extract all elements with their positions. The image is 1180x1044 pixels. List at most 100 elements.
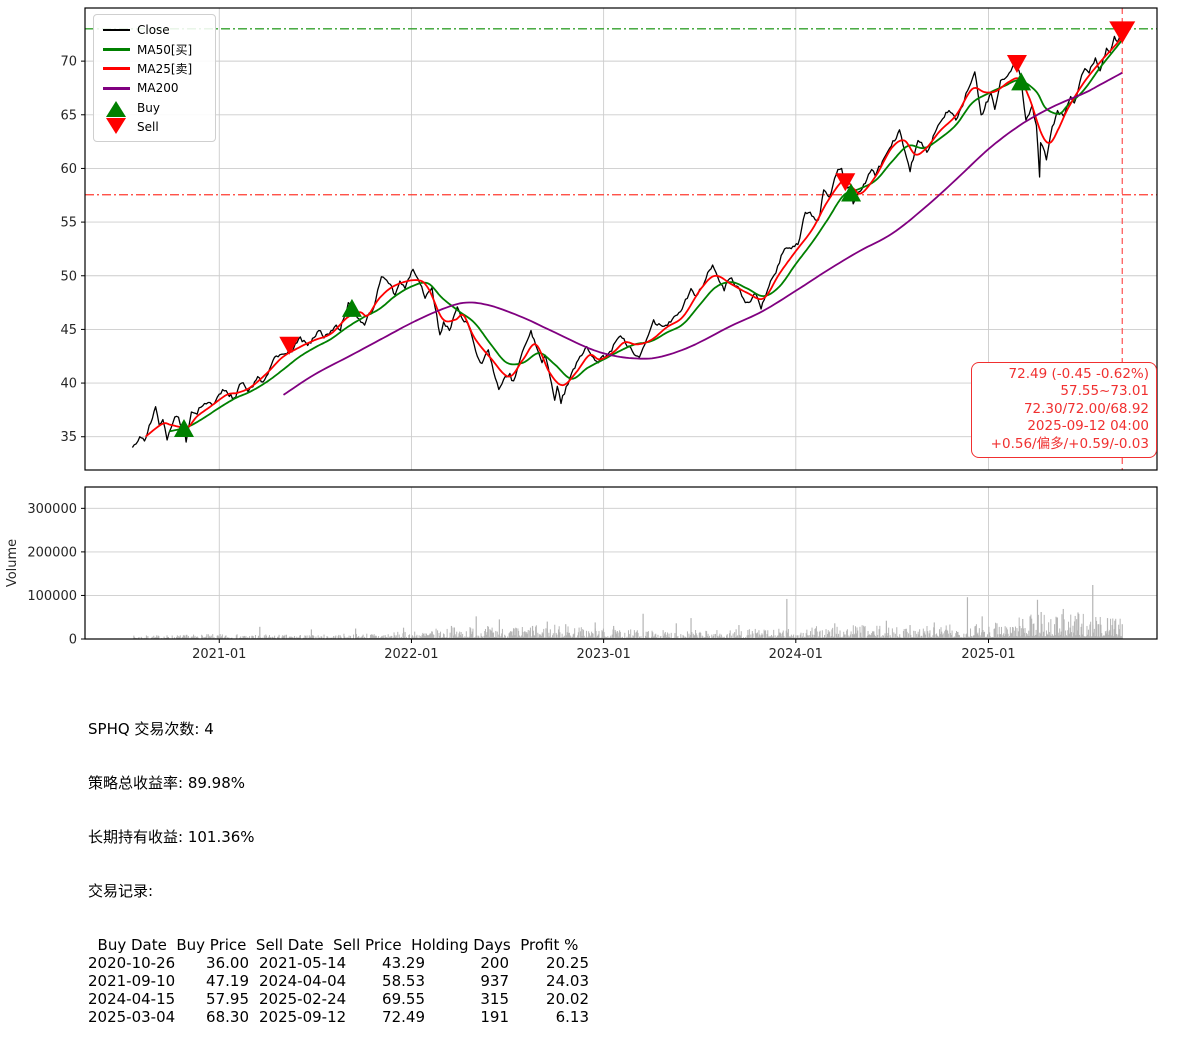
volume-tick-label: 0 xyxy=(69,633,77,648)
annotation-range-line: 57.55~73.01 xyxy=(979,383,1149,400)
trade-cell: 68.30 xyxy=(177,1008,249,1026)
volume-bar xyxy=(206,634,207,639)
volume-bar xyxy=(1096,621,1097,639)
volume-spike-bar xyxy=(613,626,614,639)
trade-cell: 937 xyxy=(425,972,509,990)
trade-count-line: SPHQ 交易次数: 4 xyxy=(88,720,589,738)
volume-spike-bar xyxy=(1122,624,1123,639)
legend-item-ma25: MA25[卖] xyxy=(101,59,209,79)
buy-marker xyxy=(342,299,362,317)
volume-bar xyxy=(865,626,866,639)
volume-bar xyxy=(862,625,863,639)
trade-cell: 200 xyxy=(425,954,509,972)
volume-spike-bar xyxy=(643,614,644,639)
quote-annotation-box: 72.49 (-0.45 -0.62%) 57.55~73.01 72.30/7… xyxy=(971,362,1157,458)
volume-spike-bar xyxy=(786,599,787,639)
volume-spike-bar xyxy=(1063,609,1064,639)
annotation-ma-line: 72.30/72.00/68.92 xyxy=(979,401,1149,418)
legend-label: Close xyxy=(137,23,170,37)
volume-tick-label: 100000 xyxy=(27,589,77,604)
trade-table: Buy Date Buy Price Sell Date Sell Price … xyxy=(88,936,589,1026)
trade-cell: 57.95 xyxy=(177,990,249,1008)
volume-spike-bar xyxy=(1030,616,1031,639)
legend-line-swatch xyxy=(101,87,131,90)
trade-cell: 2024-04-04 xyxy=(259,972,349,990)
legend-line-swatch xyxy=(101,67,131,70)
volume-bar xyxy=(674,633,675,639)
tick-marks xyxy=(81,61,989,643)
y-tick-label: 45 xyxy=(60,323,77,338)
trade-cell: 2025-02-24 xyxy=(259,990,349,1008)
volume-bar xyxy=(638,633,639,639)
volume-bar xyxy=(888,628,889,639)
volume-bars xyxy=(132,585,1123,639)
volume-axes-frame xyxy=(85,487,1157,639)
volume-bar xyxy=(773,630,774,639)
strategy-return-line: 策略总收益率: 89.98% xyxy=(88,774,589,792)
trade-cell: 20.02 xyxy=(509,990,589,1008)
trade-cell: 24.03 xyxy=(509,972,589,990)
volume-spike-bar xyxy=(1022,619,1023,639)
volume-bar xyxy=(472,629,473,639)
volume-bar xyxy=(1044,615,1045,639)
volume-tick-label: 200000 xyxy=(27,545,77,560)
volume-bar xyxy=(363,635,364,639)
volume-spike-bar xyxy=(996,623,997,639)
volume-spike-bar xyxy=(499,619,500,639)
legend-line-swatch xyxy=(101,48,131,51)
tick-labels: 354045505560657001000002000003000002021-… xyxy=(27,55,1015,662)
volume-bar xyxy=(635,633,636,639)
volume-bar xyxy=(543,629,544,639)
volume-spike-bar xyxy=(1107,618,1108,639)
volume-bar xyxy=(284,635,285,639)
volume-spike-bar xyxy=(1041,612,1042,639)
volume-bar xyxy=(995,623,996,639)
volume-bar xyxy=(447,629,448,639)
volume-spike-bar xyxy=(909,625,910,639)
volume-axis-label: Volume xyxy=(5,539,20,587)
volume-spike-bar xyxy=(934,622,935,639)
trade-cell: 2025-09-12 xyxy=(259,1008,349,1026)
y-tick-label: 60 xyxy=(60,162,77,177)
buy-triangle-icon xyxy=(101,101,131,114)
volume-bar xyxy=(237,634,238,639)
y-tick-label: 35 xyxy=(60,430,77,445)
trade-cell: 20.25 xyxy=(509,954,589,972)
volume-spike-bar xyxy=(311,629,312,639)
x-tick-label: 2023-01 xyxy=(576,647,630,662)
volume-bar xyxy=(545,628,546,639)
volume-spike-bar xyxy=(403,628,404,639)
volume-bar xyxy=(1083,614,1084,639)
volume-spike-bar xyxy=(886,621,887,639)
x-tick-label: 2024-01 xyxy=(769,647,823,662)
sell-triangle-icon xyxy=(101,120,131,134)
trade-cell: 36.00 xyxy=(177,954,249,972)
volume-bar xyxy=(530,628,531,639)
x-tick-label: 2022-01 xyxy=(384,647,438,662)
figure-canvas: { "legend": { "items": [ {"label": "Clos… xyxy=(0,0,1180,855)
trade-cell: 315 xyxy=(425,990,509,1008)
volume-spike-bar xyxy=(476,616,477,639)
volume-bar xyxy=(892,628,893,639)
volume-bar xyxy=(436,629,437,639)
volume-spike-bar xyxy=(1077,612,1078,639)
volume-bar xyxy=(353,635,354,639)
legend-label: MA50[买] xyxy=(137,41,192,58)
trade-cell: 2024-04-15 xyxy=(88,990,177,1008)
volume-bar xyxy=(579,628,580,639)
trade-table-header: Buy Date Buy Price Sell Date Sell Price … xyxy=(88,936,589,954)
volume-spike-bar xyxy=(690,618,691,639)
trade-summary: SPHQ 交易次数: 4 策略总收益率: 89.98% 长期持有收益: 101.… xyxy=(88,684,589,1044)
volume-spike-bar xyxy=(259,627,260,639)
y-tick-label: 50 xyxy=(60,269,77,284)
volume-spike-bar xyxy=(532,626,533,639)
volume-bar xyxy=(397,632,398,639)
volume-bar xyxy=(879,626,880,639)
trade-cell: 58.53 xyxy=(349,972,425,990)
trade-cell: 2021-09-10 xyxy=(88,972,177,990)
annotation-signal-line: +0.56/偏多/+0.59/-0.03 xyxy=(979,436,1149,453)
sell-marker xyxy=(1007,55,1027,73)
volume-spike-bar xyxy=(676,623,677,639)
volume-spike-bar xyxy=(1114,621,1115,639)
